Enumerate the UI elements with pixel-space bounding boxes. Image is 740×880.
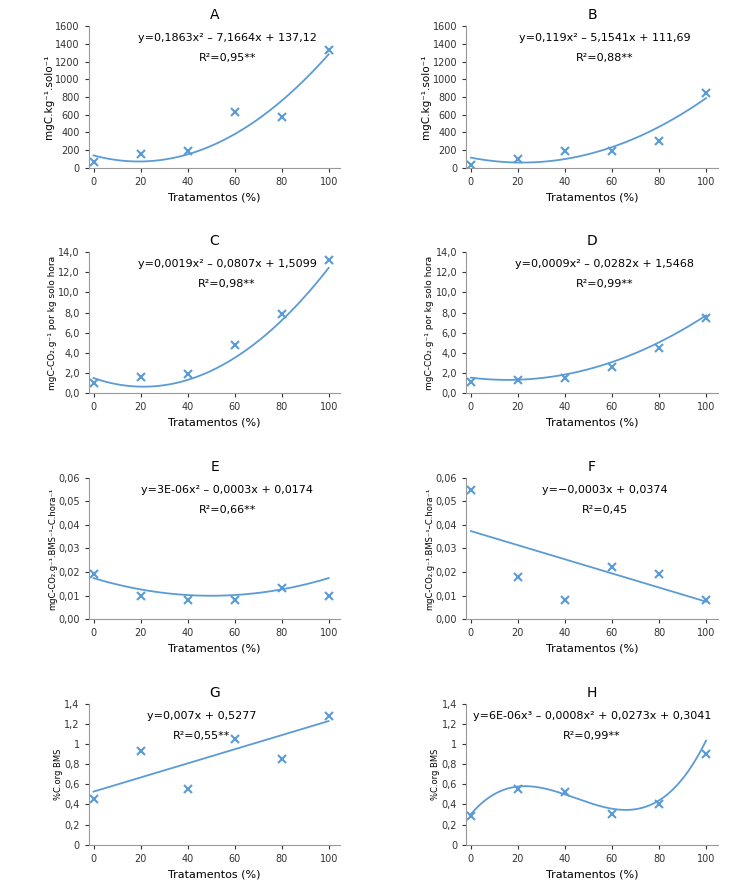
Title: H: H — [587, 686, 597, 700]
Y-axis label: mgC-CO₂.g⁻¹ por kg solo hora: mgC-CO₂.g⁻¹ por kg solo hora — [48, 256, 57, 390]
Title: E: E — [210, 460, 219, 474]
Y-axis label: mgC-CO₂.g⁻¹.BMS⁻¹–C.hora⁻¹: mgC-CO₂.g⁻¹.BMS⁻¹–C.hora⁻¹ — [48, 488, 57, 610]
X-axis label: Tratamentos (%): Tratamentos (%) — [168, 643, 260, 654]
Text: y=0,0019x² – 0,0807x + 1,5099: y=0,0019x² – 0,0807x + 1,5099 — [138, 260, 317, 269]
Text: y=3E-06x² – 0,0003x + 0,0174: y=3E-06x² – 0,0003x + 0,0174 — [141, 485, 313, 495]
X-axis label: Tratamentos (%): Tratamentos (%) — [168, 192, 260, 202]
Title: A: A — [210, 9, 219, 23]
Text: y=0,007x + 0,5277: y=0,007x + 0,5277 — [147, 711, 257, 721]
Text: R²=0,45: R²=0,45 — [582, 505, 628, 515]
Title: B: B — [587, 9, 597, 23]
X-axis label: Tratamentos (%): Tratamentos (%) — [168, 418, 260, 428]
Text: R²=0,95**: R²=0,95** — [198, 53, 256, 63]
X-axis label: Tratamentos (%): Tratamentos (%) — [546, 192, 638, 202]
X-axis label: Tratamentos (%): Tratamentos (%) — [546, 418, 638, 428]
X-axis label: Tratamentos (%): Tratamentos (%) — [546, 643, 638, 654]
Text: R²=0,99**: R²=0,99** — [576, 279, 633, 289]
Y-axis label: mgC-CO₂.g⁻¹ por kg solo hora: mgC-CO₂.g⁻¹ por kg solo hora — [425, 256, 434, 390]
Text: R²=0,99**: R²=0,99** — [563, 730, 621, 740]
Text: R²=0,66**: R²=0,66** — [198, 505, 256, 515]
Text: R²=0,98**: R²=0,98** — [198, 279, 256, 289]
Text: y=0,0009x² – 0,0282x + 1,5468: y=0,0009x² – 0,0282x + 1,5468 — [515, 260, 694, 269]
X-axis label: Tratamentos (%): Tratamentos (%) — [546, 869, 638, 879]
Y-axis label: %C.org BMS: %C.org BMS — [54, 749, 63, 800]
Title: D: D — [587, 234, 597, 248]
Text: y=0,119x² – 5,1541x + 111,69: y=0,119x² – 5,1541x + 111,69 — [519, 33, 690, 43]
Y-axis label: mgC-CO₂.g⁻¹.BMS⁻¹–C.hora⁻¹: mgC-CO₂.g⁻¹.BMS⁻¹–C.hora⁻¹ — [425, 488, 434, 610]
Title: G: G — [209, 686, 220, 700]
Title: F: F — [588, 460, 596, 474]
Y-axis label: mgC.kg⁻¹.solo⁻¹: mgC.kg⁻¹.solo⁻¹ — [421, 55, 431, 139]
Title: C: C — [209, 234, 220, 248]
X-axis label: Tratamentos (%): Tratamentos (%) — [168, 869, 260, 879]
Text: y=6E-06x³ – 0,0008x² + 0,0273x + 0,3041: y=6E-06x³ – 0,0008x² + 0,0273x + 0,3041 — [473, 711, 711, 721]
Text: y=0,1863x² – 7,1664x + 137,12: y=0,1863x² – 7,1664x + 137,12 — [138, 33, 317, 43]
Text: R²=0,88**: R²=0,88** — [576, 53, 633, 63]
Text: y=−0,0003x + 0,0374: y=−0,0003x + 0,0374 — [542, 485, 667, 495]
Y-axis label: %C.org BMS: %C.org BMS — [431, 749, 440, 800]
Y-axis label: mgC.kg⁻¹.solo⁻¹: mgC.kg⁻¹.solo⁻¹ — [44, 55, 54, 139]
Text: R²=0,55**: R²=0,55** — [173, 730, 231, 740]
